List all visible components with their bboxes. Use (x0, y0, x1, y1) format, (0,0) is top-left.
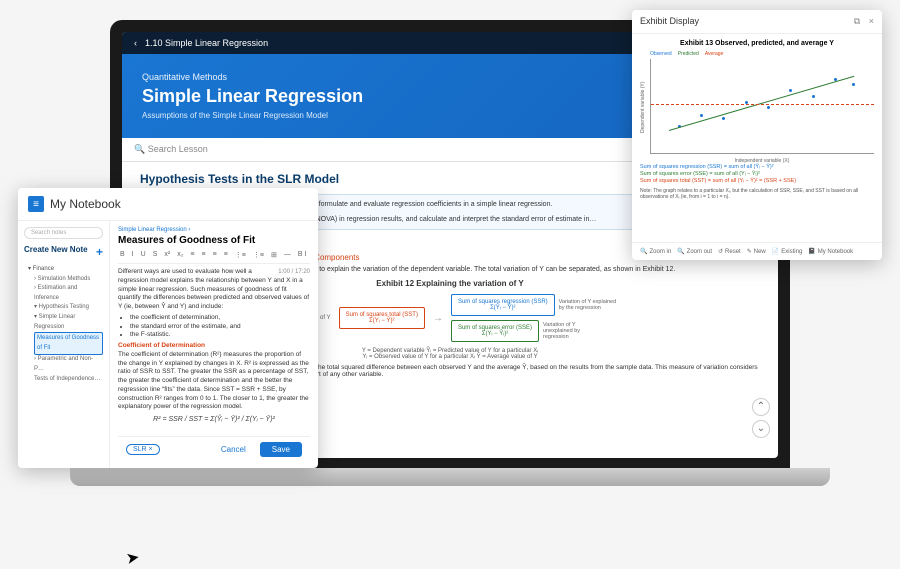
toolbar-btn[interactable]: ≡ (222, 250, 230, 260)
notebook-editor: Simple Linear Regression › Measures of G… (110, 221, 318, 468)
chart-ylabel: Dependent variable (Y) (640, 51, 646, 164)
toolbar-btn[interactable]: B I (296, 250, 309, 260)
toolbar-btn[interactable]: I (130, 250, 136, 260)
toolbar-btn[interactable]: B (118, 250, 127, 260)
note-search[interactable]: Search notes (24, 227, 103, 239)
arrow-icon: → (433, 313, 443, 324)
exhibit-body: Exhibit 13 Observed, predicted, and aver… (632, 34, 882, 242)
back-icon[interactable]: ‹ (134, 38, 137, 48)
legend-predicted: Predicted (678, 51, 699, 57)
d-sst: Sum of squares total (SST)Σ(Yᵢ − Ȳ)² (339, 307, 425, 329)
toolbar-btn[interactable]: U (139, 250, 148, 260)
tree-item[interactable]: ▾ Simple Linear Regression (34, 313, 103, 332)
toolbar-btn[interactable]: S (151, 250, 160, 260)
note-tag[interactable]: SLR × (126, 444, 160, 455)
my-notebook-button[interactable]: 📓 My Notebook (808, 248, 853, 255)
video-time: 1:00 / 17:20 (278, 268, 310, 276)
notebook-panel: ≡ My Notebook Search notes Create New No… (18, 188, 318, 468)
legend-average: Average (705, 51, 724, 57)
tree-item[interactable]: ▾ Hypothesis Testing (34, 303, 103, 313)
cursor-icon: ➤ (124, 547, 141, 569)
popout-icon[interactable]: ⧉ (854, 16, 860, 26)
toolbar-btn[interactable]: ≡ (200, 250, 208, 260)
toolbar-btn[interactable]: ≡ (211, 250, 219, 260)
exhibit-note: Note: The graph relates to a particular … (640, 188, 874, 200)
exhibit-title: Exhibit Display (640, 16, 699, 27)
notebook-sidebar: Search notes Create New Note+ ▾ Finance … (18, 221, 110, 468)
scroll-controls: ⌃ ⌄ (752, 398, 770, 438)
toolbar-btn[interactable]: — (282, 250, 293, 260)
tree-item[interactable]: › Parametric and Non-P… (34, 355, 103, 374)
notebook-footer: SLR × Cancel Save (118, 436, 310, 462)
d-ssr: Sum of squares regression (SSR)Σ(Ŷᵢ − Ȳ)… (451, 294, 555, 316)
notebook-title: My Notebook (50, 197, 121, 211)
cancel-button[interactable]: Cancel (213, 442, 254, 457)
existing-button[interactable]: 📄 Existing (772, 248, 803, 255)
toolbar-btn[interactable]: x₂ (175, 250, 185, 260)
d-note2: Variation of Y unexplained by regression (543, 322, 603, 340)
toolbar-btn[interactable]: ⋮≡ (251, 250, 266, 260)
new-button[interactable]: ✎ New (747, 248, 766, 255)
toolbar-btn[interactable]: ⋮≡ (233, 250, 248, 260)
tree-item-active[interactable]: Measures of Goodness of Fit (34, 332, 103, 355)
tree-item[interactable]: › Simulation Methods (34, 275, 103, 285)
notebook-header: ≡ My Notebook (18, 188, 318, 221)
breadcrumb: 1.10 Simple Linear Regression (145, 38, 691, 48)
tree-root[interactable]: ▾ Finance (28, 265, 103, 275)
d-sse: Sum of squares error (SSE)Σ(Yᵢ − Ŷᵢ)² (451, 320, 539, 342)
laptop-base (70, 468, 830, 486)
close-icon[interactable]: × (869, 16, 874, 26)
zoom-in-button[interactable]: 🔍 Zoom in (640, 248, 671, 255)
exhibit-equations: Sum of squares regression (SSR) = sum of… (640, 164, 874, 185)
exhibit-header: Exhibit Display ⧉ × (632, 10, 882, 34)
d-note1: Variation of Y explained by the regressi… (559, 299, 619, 311)
editor-toolbar: BIUSx²x₂≡≡≡≡⋮≡⋮≡⊞—B I (118, 250, 310, 264)
note-tree: ▾ Finance › Simulation Methods › Estimat… (24, 265, 103, 384)
note-body[interactable]: 1:00 / 17:20 Different ways are used to … (118, 268, 310, 436)
legend-observed: Observed (650, 51, 672, 57)
exhibit-subtitle: Exhibit 13 Observed, predicted, and aver… (640, 40, 874, 47)
reset-button[interactable]: ↺ Reset (718, 248, 741, 255)
save-button[interactable]: Save (260, 442, 302, 457)
notebook-icon: ≡ (28, 196, 44, 212)
note-crumb: Simple Linear Regression › (118, 227, 310, 233)
scroll-up-button[interactable]: ⌃ (752, 398, 770, 416)
tree-item[interactable]: Tests of Independence… (34, 375, 103, 385)
zoom-out-button[interactable]: 🔍 Zoom out (677, 248, 712, 255)
exhibit-panel: Exhibit Display ⧉ × Exhibit 13 Observed,… (632, 10, 882, 260)
plus-icon: + (96, 245, 103, 259)
toolbar-btn[interactable]: ≡ (188, 250, 196, 260)
toolbar-btn[interactable]: x² (162, 250, 172, 260)
tree-item[interactable]: › Estimation and Inference (34, 284, 103, 303)
scroll-down-button[interactable]: ⌄ (752, 420, 770, 438)
exhibit-footer: 🔍 Zoom in 🔍 Zoom out ↺ Reset ✎ New 📄 Exi… (632, 242, 882, 260)
note-heading: Measures of Goodness of Fit (118, 235, 310, 246)
create-note-button[interactable]: Create New Note+ (24, 245, 103, 259)
scatter-chart (650, 59, 874, 154)
toolbar-btn[interactable]: ⊞ (269, 250, 279, 260)
